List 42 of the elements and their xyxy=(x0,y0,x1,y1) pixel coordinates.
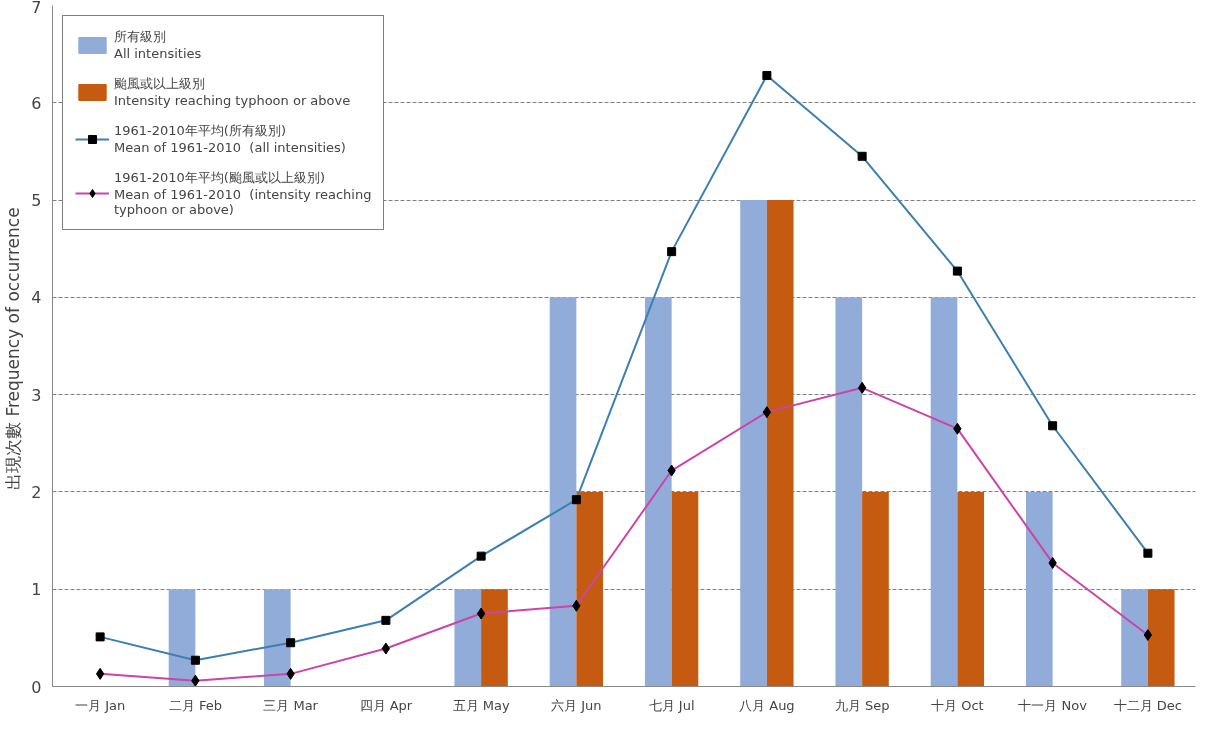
y-tick-label: 1 xyxy=(31,580,42,600)
y-axis-title: 出現次數 Frequency of occurrence xyxy=(3,207,24,491)
x-tick-label: 六月 Jun xyxy=(551,697,602,713)
y-tick-label: 2 xyxy=(31,482,42,502)
bar xyxy=(1025,491,1053,687)
x-tick-label: 三月 Mar xyxy=(263,697,319,713)
bar xyxy=(957,491,985,687)
bar xyxy=(576,491,604,687)
bar xyxy=(168,589,196,687)
bar xyxy=(740,200,767,687)
bar xyxy=(1121,589,1148,687)
x-tick-label: 四月 Apr xyxy=(359,697,413,713)
bar xyxy=(930,297,958,687)
legend-label: 1961-2010年平均(颱風或以上級別) Mean of 1961-2010 (intensity reaching typhoon or above) xyxy=(114,169,372,217)
bar xyxy=(862,491,889,687)
y-tick-label: 3 xyxy=(31,385,42,405)
bar xyxy=(835,297,863,687)
x-tick-label: 九月 Sep xyxy=(834,697,890,713)
bar xyxy=(644,297,672,687)
bar xyxy=(549,297,577,687)
bar xyxy=(454,589,482,687)
x-tick-label: 十二月 Dec xyxy=(1113,697,1183,713)
x-tick-label: 五月 May xyxy=(452,697,510,713)
x-tick-label: 七月 Jul xyxy=(648,697,695,713)
bar xyxy=(766,200,794,687)
y-tick-label: 5 xyxy=(31,191,42,211)
y-tick-label: 4 xyxy=(31,288,42,308)
x-tick-label: 二月 Feb xyxy=(168,697,222,713)
bar xyxy=(1147,589,1175,687)
legend-label: 所有級別 All intensities xyxy=(114,28,202,61)
bar xyxy=(671,491,699,687)
x-tick-label: 十月 Oct xyxy=(931,697,984,713)
legend-label: 颱風或以上級別 Intensity reaching typhoon or above xyxy=(114,75,351,108)
x-tick-label: 八月 Aug xyxy=(739,697,795,713)
y-tick-label: 0 xyxy=(31,677,42,697)
bar xyxy=(481,589,508,687)
bar xyxy=(263,589,291,687)
x-tick-label: 十一月 Nov xyxy=(1018,697,1088,713)
y-tick-label: 6 xyxy=(31,93,42,113)
x-tick-label: 一月 Jan xyxy=(75,697,126,713)
y-tick-label: 7 xyxy=(31,0,42,17)
legend-label: 1961-2010年平均(所有級別) Mean of 1961-2010 (all intensities) xyxy=(114,122,346,155)
